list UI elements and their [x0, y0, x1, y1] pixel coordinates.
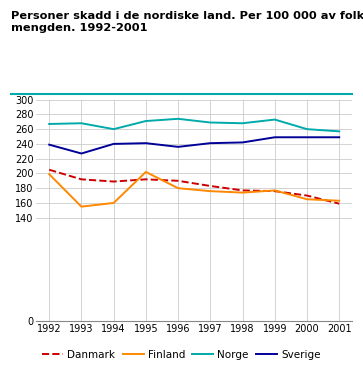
Danmark — [176, 179, 180, 183]
Norge — [240, 121, 245, 125]
Finland — [305, 197, 309, 201]
Finland — [144, 170, 148, 174]
Line: Danmark: Danmark — [49, 170, 339, 204]
Finland — [337, 199, 341, 203]
Sverige — [305, 135, 309, 139]
Danmark — [240, 188, 245, 193]
Norge — [47, 122, 52, 126]
Norge — [337, 129, 341, 134]
Finland — [47, 172, 52, 176]
Line: Finland: Finland — [49, 172, 339, 207]
Danmark — [111, 179, 116, 184]
Danmark — [208, 184, 212, 188]
Line: Sverige: Sverige — [49, 137, 339, 154]
Sverige — [337, 135, 341, 139]
Norge — [273, 117, 277, 122]
Sverige — [273, 135, 277, 139]
Norge — [79, 121, 83, 125]
Finland — [240, 190, 245, 195]
Norge — [111, 127, 116, 131]
Norge — [144, 119, 148, 123]
Sverige — [47, 142, 52, 147]
Sverige — [79, 151, 83, 156]
Line: Norge: Norge — [49, 119, 339, 131]
Finland — [273, 188, 277, 193]
Danmark — [305, 193, 309, 198]
Sverige — [208, 141, 212, 145]
Sverige — [144, 141, 148, 145]
Danmark — [79, 177, 83, 182]
Danmark — [144, 177, 148, 182]
Finland — [208, 189, 212, 193]
Norge — [208, 120, 212, 125]
Sverige — [111, 142, 116, 146]
Sverige — [240, 140, 245, 145]
Norge — [305, 127, 309, 131]
Danmark — [337, 201, 341, 206]
Danmark — [47, 168, 52, 172]
Text: Personer skadd i de nordiske land. Per 100 000 av folke-
mengden. 1992-2001: Personer skadd i de nordiske land. Per 1… — [11, 11, 363, 33]
Finland — [176, 186, 180, 190]
Danmark — [273, 189, 277, 193]
Sverige — [176, 145, 180, 149]
Finland — [79, 204, 83, 209]
Norge — [176, 117, 180, 121]
Legend: Danmark, Finland, Norge, Sverige: Danmark, Finland, Norge, Sverige — [38, 345, 325, 364]
Finland — [111, 201, 116, 205]
